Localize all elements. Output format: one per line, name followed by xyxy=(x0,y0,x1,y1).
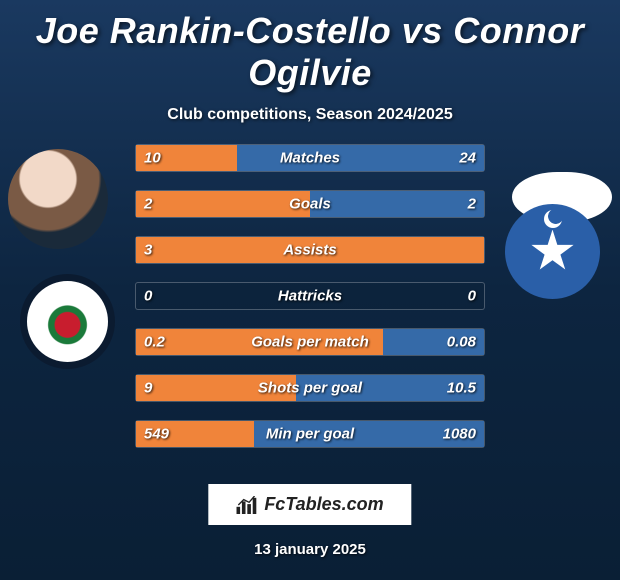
stat-value-right: 1080 xyxy=(443,426,476,443)
subtitle: Club competitions, Season 2024/2025 xyxy=(0,106,620,124)
comparison-area: 10 24 Matches 2 2 Goals 3 Assists 0 0 Hattricks 0.2… xyxy=(0,144,620,484)
stat-label: Goals per match xyxy=(251,334,369,351)
stat-label: Matches xyxy=(280,150,340,167)
stat-value-left: 549 xyxy=(144,426,169,443)
stat-fill-right xyxy=(310,191,484,217)
stat-row: 0 0 Hattricks xyxy=(135,282,485,310)
stat-row: 0.2 0.08 Goals per match xyxy=(135,328,485,356)
stat-row: 2 2 Goals xyxy=(135,190,485,218)
stat-value-right: 10.5 xyxy=(447,380,476,397)
player-left-club-badge xyxy=(20,274,115,369)
stat-fill-right xyxy=(237,145,484,171)
stat-value-right: 2 xyxy=(468,196,476,213)
snapshot-date: 13 january 2025 xyxy=(254,541,366,558)
stat-bars: 10 24 Matches 2 2 Goals 3 Assists 0 0 Hattricks 0.2… xyxy=(135,144,485,466)
player-right-club-badge xyxy=(505,204,600,299)
stat-value-left: 9 xyxy=(144,380,152,397)
stat-value-right: 0 xyxy=(468,288,476,305)
stat-label: Min per goal xyxy=(266,426,354,443)
stat-row: 549 1080 Min per goal xyxy=(135,420,485,448)
stat-label: Goals xyxy=(289,196,331,213)
stat-value-left: 3 xyxy=(144,242,152,259)
stat-value-left: 10 xyxy=(144,150,161,167)
stat-label: Hattricks xyxy=(278,288,342,305)
stat-row: 10 24 Matches xyxy=(135,144,485,172)
page-title: Joe Rankin-Costello vs Connor Ogilvie xyxy=(0,0,620,94)
stat-fill-left xyxy=(136,191,310,217)
stat-value-right: 0.08 xyxy=(447,334,476,351)
blackburn-rovers-icon xyxy=(20,274,115,369)
stat-value-left: 0.2 xyxy=(144,334,165,351)
stat-row: 3 Assists xyxy=(135,236,485,264)
stat-value-right: 24 xyxy=(459,150,476,167)
portsmouth-icon xyxy=(505,204,600,299)
stat-row: 9 10.5 Shots per goal xyxy=(135,374,485,402)
stat-label: Assists xyxy=(283,242,336,259)
brand-footer: FcTables.com xyxy=(208,484,411,525)
fctables-icon xyxy=(236,496,258,514)
stat-value-left: 0 xyxy=(144,288,152,305)
brand-text: FcTables.com xyxy=(264,494,383,515)
stat-label: Shots per goal xyxy=(258,380,362,397)
stat-value-left: 2 xyxy=(144,196,152,213)
player-left-avatar xyxy=(8,149,108,249)
